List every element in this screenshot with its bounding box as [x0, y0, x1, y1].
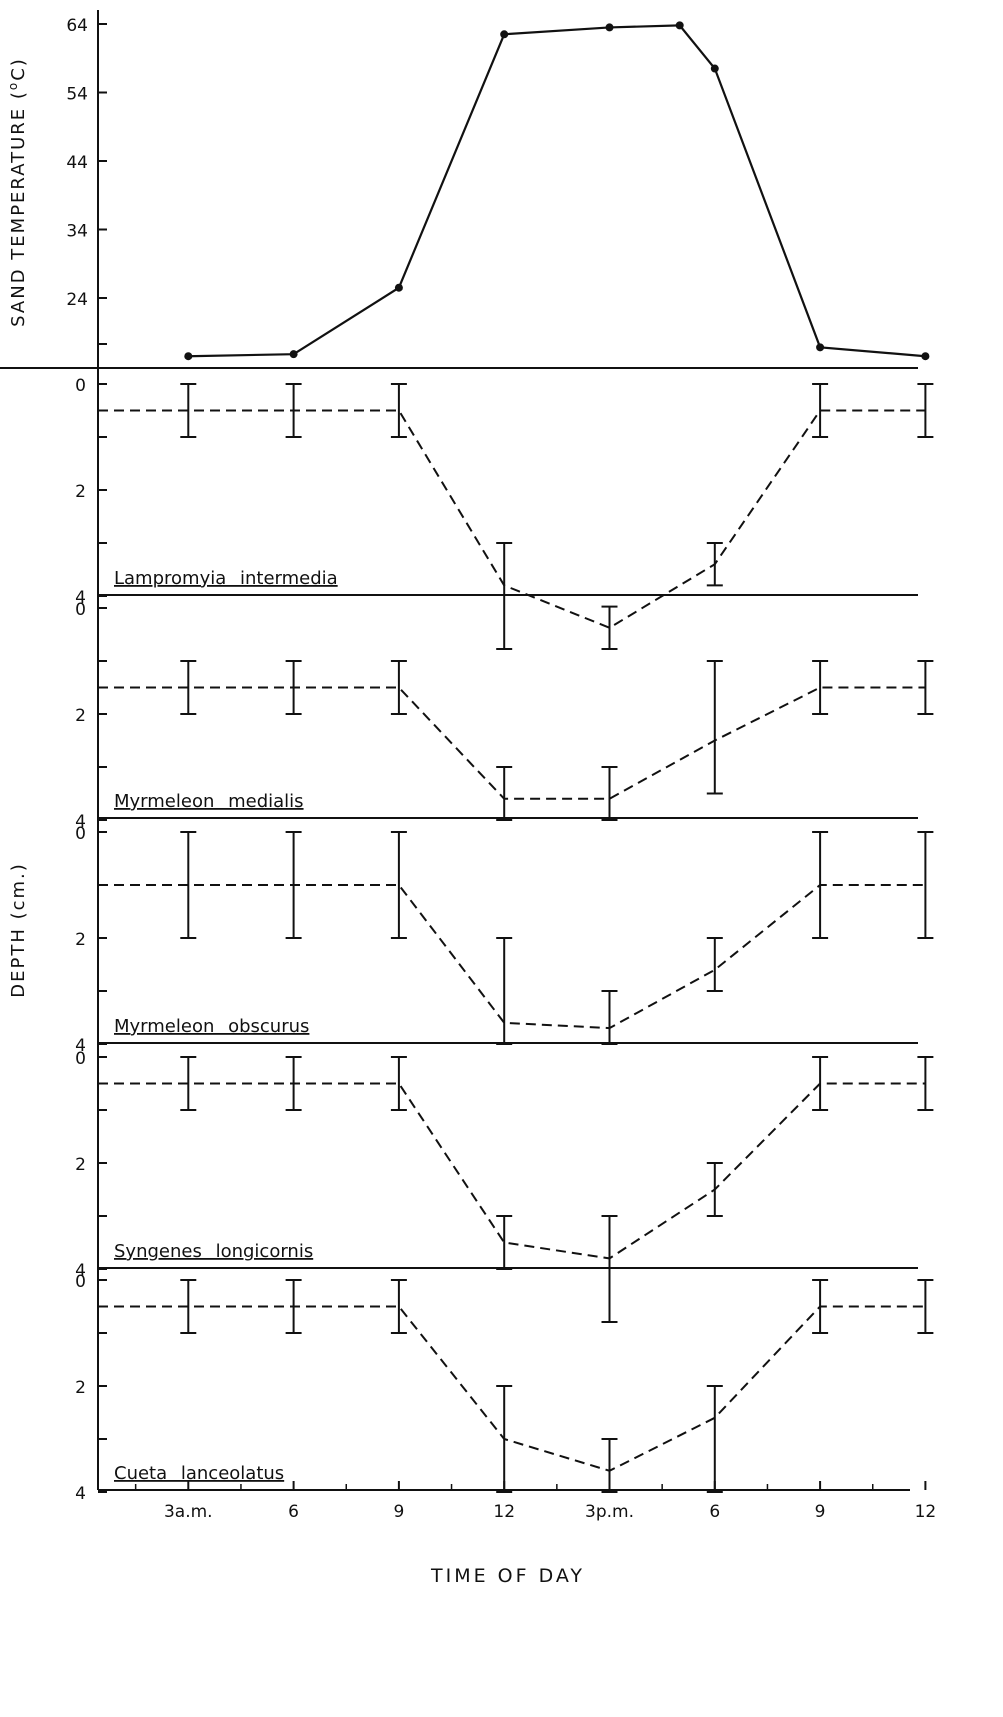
error-bar — [706, 660, 723, 795]
depth-tick-label: 4 — [75, 1484, 86, 1504]
error-bar — [285, 660, 302, 715]
temperature-axis-label-unit: C) — [8, 57, 29, 81]
temperature-line — [188, 24, 926, 358]
x-tick-label: 9 — [393, 1502, 404, 1522]
depth-panel: 0 2 4 Myrmeleon medialis — [75, 594, 934, 832]
depth-axis-label: DEPTH (cm.) — [8, 862, 29, 998]
error-bar — [180, 1279, 197, 1334]
depth-tick-label: 4 — [75, 588, 86, 608]
error-bar — [285, 383, 302, 438]
error-bar — [601, 990, 618, 1045]
error-bar — [285, 1279, 302, 1334]
species-label: Myrmeleon obscurus — [114, 1016, 309, 1037]
depth-tick-label: 4 — [75, 812, 86, 832]
species-label: Cueta lanceolatus — [114, 1463, 284, 1484]
error-bar — [180, 831, 197, 939]
x-tick-label: 3p.m. — [585, 1502, 634, 1522]
x-tick-label: 12 — [915, 1502, 937, 1522]
error-bar — [180, 660, 197, 715]
depth-panel: 0 2 4 Syngenes longicornis — [75, 1042, 934, 1323]
error-bar — [706, 937, 723, 992]
error-bar — [812, 831, 829, 939]
error-bar — [496, 937, 513, 1045]
axis-labels: SAND TEMPERATURE (oC) TIME OF DAY DEPTH (c… — [6, 57, 585, 1587]
error-bar — [496, 766, 513, 821]
temperature-tick-label: 34 — [66, 222, 88, 242]
error-bar — [812, 1056, 829, 1111]
depth-tick-label: 0 — [75, 376, 86, 396]
x-axis: 3a.m. 6 9 12 3p.m. 6 9 12 — [134, 1481, 937, 1522]
error-bar — [285, 1056, 302, 1111]
depth-tick-label: 0 — [75, 1272, 86, 1292]
depth-tick-label: 2 — [75, 1155, 86, 1175]
temperature-point — [816, 343, 825, 352]
x-tick-label: 6 — [288, 1502, 299, 1522]
temperature-tick-label: 44 — [66, 153, 88, 173]
temperature-point — [289, 350, 298, 359]
x-tick-label: 6 — [709, 1502, 720, 1522]
temperature-point — [675, 21, 684, 30]
depth-tick-label: 4 — [75, 1036, 86, 1056]
depth-tick-label: 2 — [75, 706, 86, 726]
error-bar — [706, 542, 723, 587]
error-bar — [180, 1056, 197, 1111]
depth-tick-label: 2 — [75, 1378, 86, 1398]
temperature-point — [921, 352, 930, 361]
temperature-point — [605, 23, 614, 32]
error-bar — [390, 660, 407, 715]
depth-tick-label: 4 — [75, 1261, 86, 1281]
depth-tick-label: 2 — [75, 482, 86, 502]
x-tick-label: 9 — [815, 1502, 826, 1522]
temperature-tick-label: 24 — [66, 290, 88, 310]
species-label: Lampromyia intermedia — [114, 568, 338, 589]
error-bar — [390, 831, 407, 939]
x-tick-label: 3a.m. — [164, 1502, 213, 1522]
temperature-axis-label-degree: o — [6, 81, 20, 90]
error-bar — [180, 383, 197, 438]
depth-tick-label: 0 — [75, 824, 86, 844]
depth-tick-label: 2 — [75, 930, 86, 950]
depth-panels: 0 2 4 Lampromyia intermedia 0 2 4 Myrmeleon med… — [75, 376, 934, 1504]
error-bar — [917, 660, 934, 715]
error-bar — [601, 766, 618, 821]
temperature-point — [500, 30, 509, 39]
error-bar — [285, 831, 302, 939]
temperature-tick-label: 54 — [66, 85, 88, 105]
error-bar — [812, 383, 829, 438]
depth-mean-line — [98, 1305, 926, 1472]
temperature-tick-label: 64 — [66, 16, 88, 36]
error-bar — [390, 383, 407, 438]
temperature-axis-label: SAND TEMPERATURE (oC) — [6, 57, 29, 327]
error-bar — [812, 1279, 829, 1334]
error-bar — [390, 1056, 407, 1111]
x-tick-label: 12 — [493, 1502, 515, 1522]
error-bar — [496, 1385, 513, 1493]
species-label: Myrmeleon medialis — [114, 791, 304, 812]
error-bar — [390, 1279, 407, 1334]
temperature-axis-label-main: SAND TEMPERATURE ( — [8, 90, 29, 327]
depth-tick-label: 0 — [75, 1049, 86, 1069]
error-bar — [812, 660, 829, 715]
temperature-point — [710, 64, 719, 73]
error-bar — [706, 1162, 723, 1217]
depth-panel: 0 2 4 Lampromyia intermedia — [75, 376, 934, 650]
error-bar — [917, 831, 934, 939]
error-bar — [917, 1056, 934, 1111]
error-bar — [917, 383, 934, 438]
depth-mean-line — [98, 884, 926, 1030]
species-label: Syngenes longicornis — [114, 1241, 313, 1262]
temperature-panel: 24 34 44 54 64 — [0, 16, 930, 369]
depth-tick-label: 0 — [75, 600, 86, 620]
depth-mean-line — [98, 1082, 926, 1260]
temperature-point — [184, 352, 193, 361]
temperature-point — [394, 283, 403, 292]
error-bar — [706, 1385, 723, 1493]
error-bar — [601, 605, 618, 650]
depth-mean-line — [98, 686, 926, 800]
depth-panel: 0 2 4 Cueta lanceolatus — [75, 1267, 934, 1504]
depth-panel: 0 2 4 Myrmeleon obscurus — [75, 817, 934, 1056]
x-axis-label: TIME OF DAY — [430, 1565, 585, 1587]
error-bar — [917, 1279, 934, 1334]
